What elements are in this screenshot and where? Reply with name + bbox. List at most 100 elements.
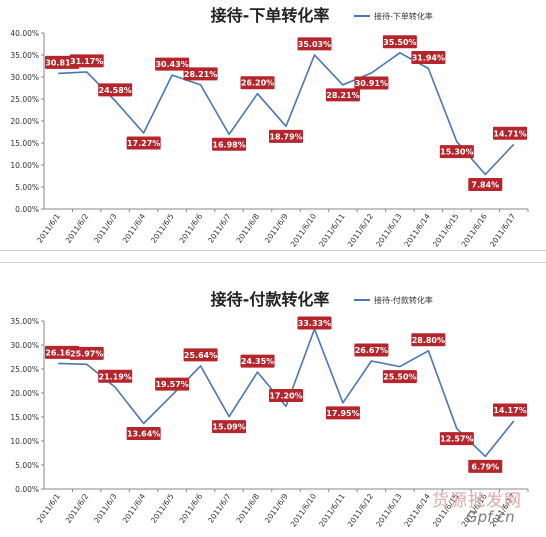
payment-data-label-box bbox=[126, 427, 161, 441]
payment-data-label-text: 25.97% bbox=[70, 349, 103, 358]
order-data-label-text: 18.79% bbox=[269, 132, 302, 141]
payment-data-label: 25.97% bbox=[69, 346, 104, 360]
payment-x-tick-label: 2011/6/2 bbox=[64, 492, 91, 525]
order-data-label-box bbox=[325, 88, 360, 102]
payment-data-label-text: 25.50% bbox=[383, 373, 416, 382]
order-x-tick-label: 2011/6/6 bbox=[178, 212, 205, 245]
order-data-label-text: 16.98% bbox=[212, 140, 245, 149]
order-x-tick-label: 2011/6/17 bbox=[488, 212, 518, 249]
order-y-tick-label: 10.00% bbox=[10, 161, 39, 170]
payment-data-label: 25.64% bbox=[183, 348, 218, 362]
order-data-label-text: 7.84% bbox=[471, 181, 499, 190]
order-data-label: 14.71% bbox=[493, 126, 527, 140]
payment-data-label: 6.79% bbox=[468, 459, 503, 473]
payment-data-label-box bbox=[439, 432, 474, 446]
payment-data-label-text: 14.17% bbox=[493, 406, 526, 415]
order-data-label-text: 28.21% bbox=[326, 91, 359, 100]
payment-data-label-text: 12.57% bbox=[440, 435, 473, 444]
chart-order-conversion: 接待-下单转化率 接待-下单转化率 0.00% 5.00% 10.00% 15.00% 20… bbox=[10, 6, 529, 249]
order-x-tick-label: 2011/6/2 bbox=[64, 212, 91, 245]
payment-data-label-box bbox=[269, 388, 303, 402]
payment-chart-title: 接待-付款转化率 bbox=[211, 290, 330, 309]
payment-data-label: 15.09% bbox=[212, 420, 247, 434]
payment-y-tick-label: 20.00% bbox=[10, 389, 39, 398]
order-data-label-text: 15.30% bbox=[440, 148, 473, 157]
order-data-label-box bbox=[155, 57, 190, 71]
watermark-site-text: Gpf.cn bbox=[466, 508, 515, 526]
payment-series-line bbox=[58, 328, 515, 458]
order-data-label-text: 26.20% bbox=[241, 79, 274, 88]
order-y-tick-label: 0.00% bbox=[15, 205, 39, 214]
payment-y-tick-label: 30.00% bbox=[10, 341, 39, 350]
order-data-label: 24.58% bbox=[98, 83, 133, 97]
payment-x-tick-label: 2011/6/12 bbox=[346, 492, 376, 529]
order-y-tick-label: 15.00% bbox=[10, 139, 39, 148]
payment-data-label-text: 13.64% bbox=[127, 430, 160, 439]
payment-x-tick-label: 2011/6/13 bbox=[374, 492, 404, 529]
payment-y-tick-label: 5.00% bbox=[15, 461, 39, 470]
order-x-tick-label: 2011/6/3 bbox=[92, 212, 119, 245]
order-data-label-text: 28.21% bbox=[184, 70, 217, 79]
payment-data-label-box bbox=[240, 354, 275, 368]
order-y-tick-label: 40.00% bbox=[10, 29, 39, 38]
order-data-label-box bbox=[126, 136, 161, 150]
order-data-label: 30.91% bbox=[354, 76, 389, 90]
order-x-tick-label: 2011/6/16 bbox=[459, 212, 489, 249]
order-data-label: 35.50% bbox=[382, 35, 417, 49]
order-x-tick-label: 2011/6/4 bbox=[121, 212, 148, 245]
order-x-tick-label: 2011/6/12 bbox=[346, 212, 376, 249]
payment-data-label: 33.33% bbox=[297, 316, 332, 330]
order-x-tick-label: 2011/6/10 bbox=[289, 212, 319, 249]
order-data-label: 28.21% bbox=[325, 88, 360, 102]
payment-y-tick-label: 10.00% bbox=[10, 437, 39, 446]
payment-y-tick-label: 25.00% bbox=[10, 365, 39, 374]
site-watermark: 货源批发网 Gpf.cn bbox=[418, 486, 544, 534]
payment-data-label-box bbox=[98, 369, 133, 383]
order-data-label-text: 31.17% bbox=[70, 57, 103, 66]
chart-panel-payment-conversion: 接待-付款转化率 接待-付款转化率 0.00% 5.00% 10.00% 15.00% 20… bbox=[0, 262, 546, 537]
payment-data-label-text: 25.64% bbox=[184, 351, 217, 360]
payment-data-label-text: 19.57% bbox=[155, 380, 188, 389]
order-data-label: 31.17% bbox=[69, 54, 104, 68]
payment-data-label-text: 33.33% bbox=[298, 319, 331, 328]
payment-y-tick-label: 15.00% bbox=[10, 413, 39, 422]
payment-data-label-box bbox=[354, 343, 389, 357]
order-data-label-box bbox=[240, 76, 275, 90]
order-x-tick-label: 2011/6/13 bbox=[374, 212, 404, 249]
order-data-label-box bbox=[382, 35, 417, 49]
order-y-tick-label: 30.00% bbox=[10, 73, 39, 82]
order-data-label-text: 31.94% bbox=[412, 53, 445, 62]
order-x-tick-label: 2011/6/11 bbox=[317, 212, 347, 249]
payment-data-label: 13.64% bbox=[126, 427, 161, 441]
order-data-label: 31.94% bbox=[411, 50, 446, 64]
order-legend-label: 接待-下单转化率 bbox=[374, 11, 433, 21]
order-data-label-text: 35.50% bbox=[383, 38, 416, 47]
order-chart-title: 接待-下单转化率 bbox=[211, 6, 330, 25]
order-data-label-text: 30.91% bbox=[355, 79, 388, 88]
payment-data-label: 21.19% bbox=[98, 369, 133, 383]
payment-data-label-text: 17.20% bbox=[269, 391, 302, 400]
payment-legend-label: 接待-付款转化率 bbox=[374, 295, 433, 305]
payment-data-label-box bbox=[212, 420, 247, 434]
order-data-label: 17.27% bbox=[126, 136, 161, 150]
payment-data-label-text: 26.67% bbox=[355, 346, 388, 355]
order-data-label: 7.84% bbox=[468, 178, 503, 192]
order-data-label: 30.43% bbox=[155, 57, 190, 71]
payment-data-label: 26.67% bbox=[354, 343, 389, 357]
order-data-label-box bbox=[69, 54, 104, 68]
payment-data-label: 17.20% bbox=[269, 388, 303, 402]
order-data-label-text: 35.03% bbox=[298, 40, 331, 49]
payment-data-label: 14.17% bbox=[493, 403, 527, 417]
payment-y-tick-label: 35.00% bbox=[10, 317, 39, 326]
order-data-label-box bbox=[354, 76, 389, 90]
payment-data-label-box bbox=[183, 348, 218, 362]
payment-data-label-box bbox=[155, 377, 190, 391]
payment-data-label-text: 28.80% bbox=[412, 336, 445, 345]
order-y-tick-label: 20.00% bbox=[10, 117, 39, 126]
order-data-label: 28.21% bbox=[183, 67, 218, 81]
payment-data-label-text: 21.19% bbox=[99, 372, 132, 381]
payment-data-label-box bbox=[493, 403, 527, 417]
payment-data-label: 19.57% bbox=[155, 377, 190, 391]
payment-data-label-box bbox=[69, 346, 104, 360]
order-data-label-text: 30.81% bbox=[45, 58, 78, 67]
